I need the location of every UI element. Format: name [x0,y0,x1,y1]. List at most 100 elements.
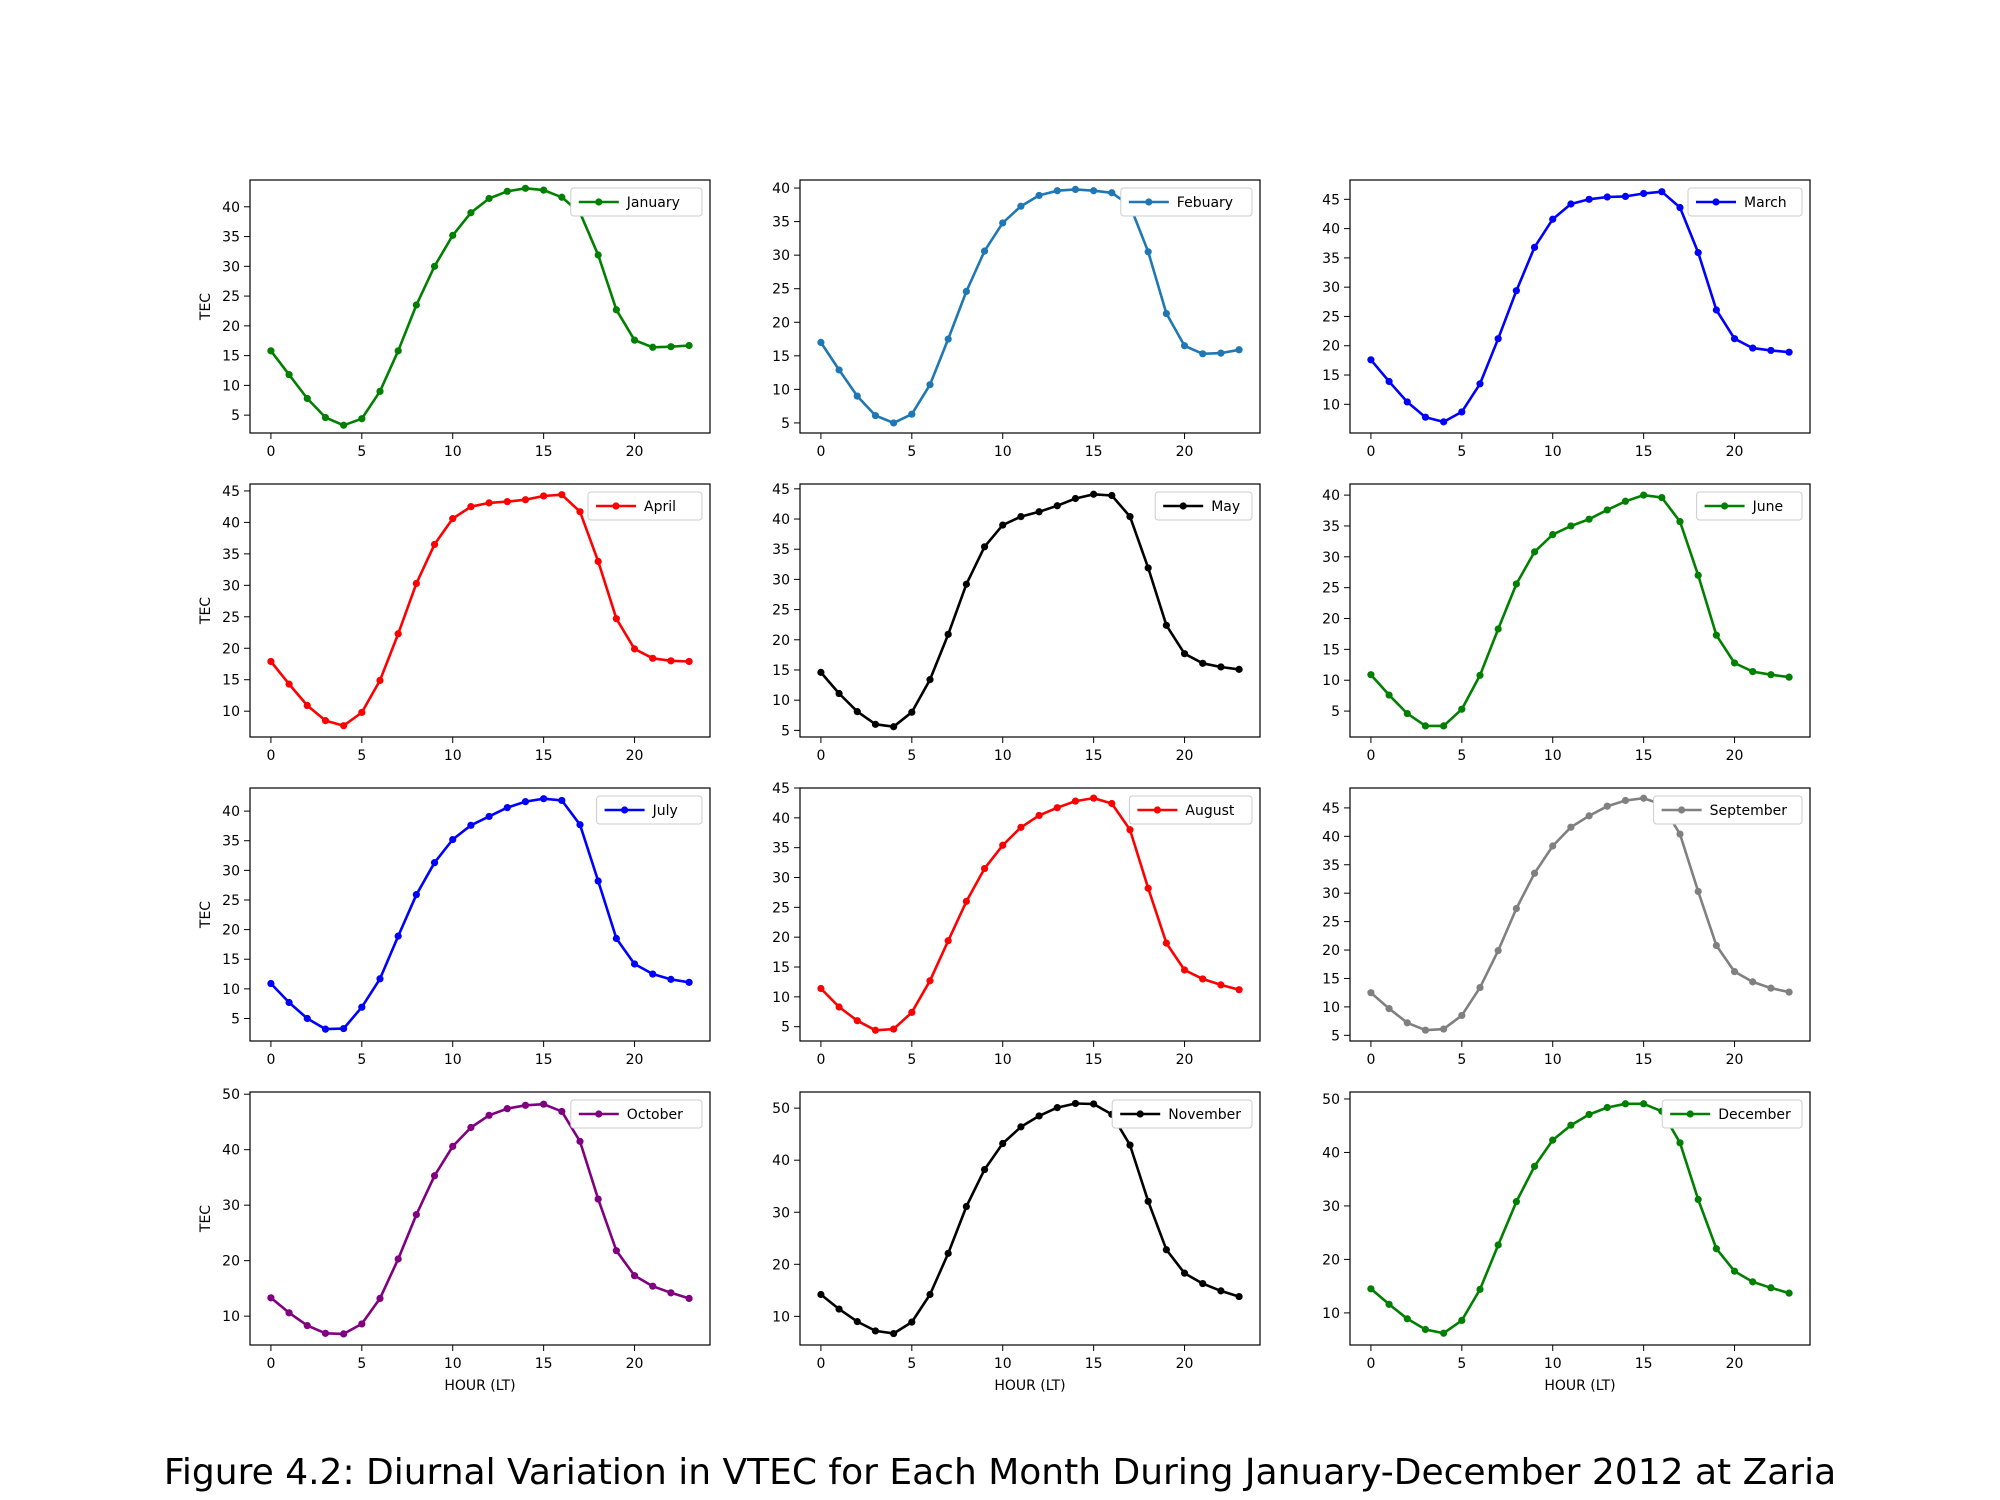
subplot-3: 0 5 10 15 20 10 15 20 25 30 35 40 45 March [1322,179,1811,460]
data-point [1403,398,1411,406]
y-tick-label: 10 [222,704,240,720]
data-point [1694,571,1702,579]
legend-marker [1686,1110,1694,1118]
x-tick-label: 20 [1726,444,1744,460]
x-tick-label: 5 [907,1356,916,1372]
data-point [667,343,675,351]
data-point [576,821,584,829]
data-point [1217,981,1225,989]
subplot-4: 0 5 10 15 20 10 15 20 25 30 35 40 45 TEC April [198,483,711,764]
data-point [1144,564,1152,572]
series-line-november [820,1102,1240,1335]
y-tick-label: 15 [772,349,790,365]
data-point [358,415,366,423]
y-tick-label: 25 [1322,309,1340,325]
data-point [558,1107,566,1116]
y-tick-label: 20 [222,641,240,657]
data-point [1676,518,1684,526]
y-tick-label: 35 [1322,858,1340,874]
data-point [835,689,843,698]
y-tick-label: 30 [772,248,790,264]
data-point [1640,491,1648,499]
data-point [267,979,275,988]
data-point [1512,580,1520,588]
y-tick-label: 35 [222,547,240,563]
data-point [1549,1136,1557,1144]
data-point [1035,191,1043,200]
y-tick-label: 40 [1322,222,1340,238]
x-tick-label: 5 [907,1052,916,1068]
data-point [1071,1099,1080,1108]
y-tick-label: 20 [222,319,240,335]
series-line-august [819,796,1240,1032]
data-point [980,864,989,873]
data-point [1108,189,1116,197]
x-tick-label: 5 [1457,1052,1466,1068]
data-point [449,515,457,523]
data-point [1235,986,1243,994]
data-point [1512,287,1520,295]
y-tick-label: 15 [772,960,790,976]
data-point [612,934,620,943]
data-point [503,187,511,195]
y-tick-label: 15 [222,673,240,689]
legend-label: March [1744,195,1787,211]
data-point [1658,493,1666,502]
data-point [1440,722,1448,730]
axes-frame [249,483,711,738]
data-point [926,381,934,389]
data-point [394,1255,402,1263]
data-point [394,932,402,940]
x-tick-label: 0 [1366,444,1375,460]
legend-marker [595,198,603,206]
data-point [1421,1026,1430,1034]
x-tick-label: 10 [1544,1052,1562,1068]
y-tick-label: 40 [1322,1145,1340,1161]
data-point [1749,667,1757,676]
data-point [1694,887,1702,896]
data-point [1749,978,1757,986]
x-tick-label: 0 [1366,748,1375,764]
data-point [1730,968,1739,976]
legend: September [1653,795,1803,825]
data-point [267,1294,275,1302]
data-point [1367,356,1375,364]
subplot-9: 0 5 10 15 20 5 10 15 20 25 30 35 40 45 September [1322,787,1811,1068]
data-point [340,1024,348,1033]
data-point [908,1008,916,1016]
data-point [521,496,530,504]
data-point [1785,988,1793,996]
legend-marker [621,806,629,814]
x-tick-label: 15 [1085,1356,1103,1372]
data-point [1621,497,1630,505]
x-tick-label: 15 [1635,1052,1653,1068]
data-point [376,975,384,983]
data-point [1730,659,1739,667]
subplot-6: 0 5 10 15 20 5 10 15 20 25 30 35 40 June [1322,483,1811,764]
data-point [285,1309,293,1317]
data-point [485,499,493,507]
x-tick-label: 5 [907,444,916,460]
data-point [1767,346,1775,355]
data-point [667,657,675,665]
data-point [576,1137,584,1145]
legend: April [587,491,703,521]
y-tick-label: 25 [222,289,240,305]
data-point [1603,1103,1611,1112]
data-point [1199,350,1207,358]
data-point [1567,823,1575,831]
data-point [1053,502,1061,510]
y-tick-label: 40 [772,512,790,528]
y-tick-label: 20 [222,1254,240,1270]
data-point [1585,195,1593,203]
data-point [1385,1300,1393,1308]
y-tick-label: 10 [1322,1000,1340,1016]
data-point [667,1289,675,1297]
x-tick-label: 10 [444,748,462,764]
data-point [1126,826,1134,834]
x-axis-label: HOUR (LT) [444,1378,515,1394]
data-point [467,503,475,511]
y-tick-label: 40 [772,811,790,827]
y-tick-label: 30 [772,871,790,887]
data-point [1530,243,1539,251]
